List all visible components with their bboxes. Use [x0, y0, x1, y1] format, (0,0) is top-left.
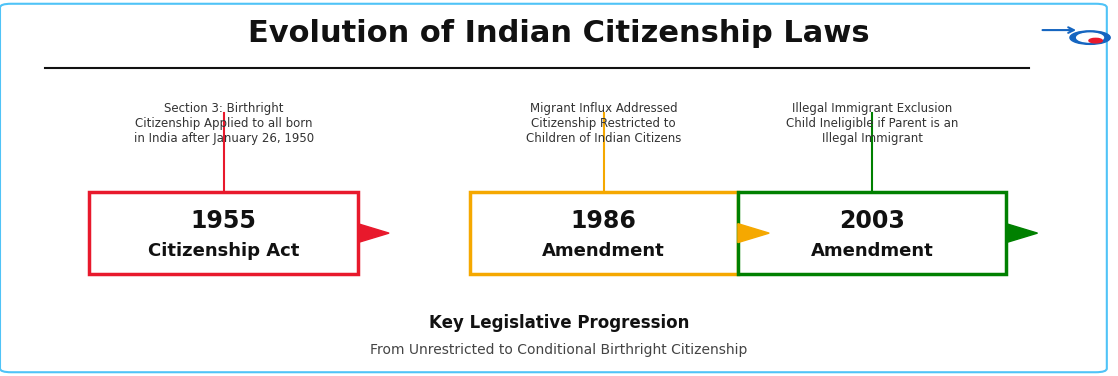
Text: Amendment: Amendment — [811, 242, 934, 260]
Text: Key Legislative Progression: Key Legislative Progression — [429, 314, 689, 332]
Text: 1955: 1955 — [191, 209, 256, 233]
Circle shape — [1077, 33, 1103, 42]
FancyBboxPatch shape — [470, 192, 738, 274]
Circle shape — [1089, 38, 1102, 43]
FancyBboxPatch shape — [0, 4, 1107, 372]
Text: 2003: 2003 — [840, 209, 904, 233]
Polygon shape — [358, 224, 389, 243]
FancyBboxPatch shape — [738, 192, 1006, 274]
Polygon shape — [738, 224, 769, 243]
Polygon shape — [1006, 224, 1038, 243]
Circle shape — [1070, 31, 1110, 44]
Text: From Unrestricted to Conditional Birthright Citizenship: From Unrestricted to Conditional Birthri… — [370, 343, 748, 357]
Text: Amendment: Amendment — [542, 242, 665, 260]
Text: Section 3: Birthright
Citizenship Applied to all born
in India after January 26,: Section 3: Birthright Citizenship Applie… — [133, 102, 314, 144]
Text: Migrant Influx Addressed
Citizenship Restricted to
Children of Indian Citizens: Migrant Influx Addressed Citizenship Res… — [527, 102, 681, 144]
Text: Illegal Immigrant Exclusion
Child Ineligible if Parent is an
Illegal Immigrant: Illegal Immigrant Exclusion Child Inelig… — [786, 102, 958, 144]
FancyBboxPatch shape — [89, 192, 358, 274]
Text: Citizenship Act: Citizenship Act — [148, 242, 300, 260]
Text: Evolution of Indian Citizenship Laws: Evolution of Indian Citizenship Laws — [248, 19, 870, 49]
Text: 1986: 1986 — [571, 209, 636, 233]
